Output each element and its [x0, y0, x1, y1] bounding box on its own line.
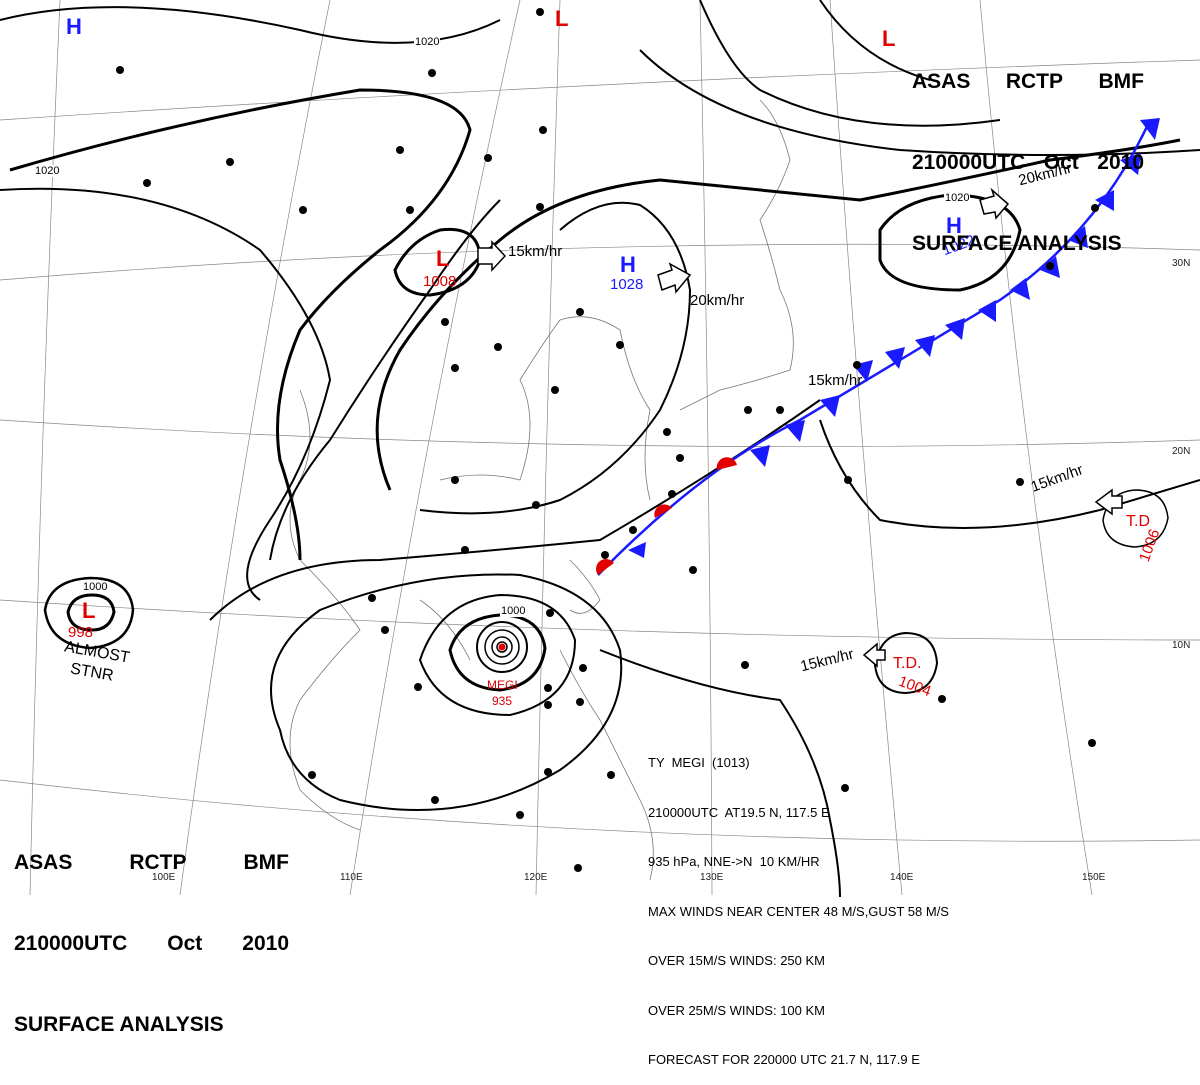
lat-label-30n: 30N	[1172, 258, 1191, 269]
title-row: ASAS RCTP BMF	[912, 68, 1144, 95]
typhoon-name-label: MEGI	[487, 678, 518, 692]
lon-label-140e: 140E	[890, 872, 914, 883]
front-motion-speed-label: 15km/hr	[808, 372, 863, 389]
title-month: Oct	[1043, 151, 1079, 174]
typhoon-info-line: MAX WINDS NEAR CENTER 48 M/S,GUST 58 M/S	[648, 903, 949, 919]
typhoon-info-line: TY MEGI (1013)	[648, 755, 750, 770]
motion-speed-label: 15km/hr	[508, 243, 563, 260]
typhoon-info-line: FORECAST FOR 220000 UTC 21.7 N, 117.9 E	[648, 1052, 920, 1067]
title-agency: ASAS	[912, 70, 971, 93]
lon-label-130e: 130E	[700, 872, 724, 883]
title-month: Oct	[167, 932, 203, 955]
title-row: 210000UTC Oct 2010	[14, 930, 289, 957]
isobar-label: 1000	[500, 605, 527, 617]
tropical-depression-label: T.D	[1126, 513, 1150, 530]
title-station: RCTP	[129, 851, 187, 874]
motion-arrows	[477, 187, 1123, 668]
title-station: RCTP	[1005, 70, 1064, 93]
low-pressure-marker: L	[82, 598, 96, 623]
low-pressure-marker: L	[882, 26, 896, 51]
high-pressure-marker: H	[66, 14, 82, 39]
motion-speed-label: 20km/hr	[690, 292, 745, 309]
title-row: 210000UTC Oct 2010	[912, 149, 1144, 176]
low-pressure-marker: L	[555, 6, 569, 31]
typhoon-center	[498, 643, 506, 651]
title-agency: ASAS	[14, 851, 73, 874]
typhoon-info-line: 210000UTC AT19.5 N, 117.5 E	[648, 804, 830, 820]
isobar-label: 1020	[34, 165, 61, 177]
lon-label-150e: 150E	[1082, 872, 1106, 883]
lon-label-120e: 120E	[524, 872, 548, 883]
title-time: 210000UTC	[14, 932, 128, 955]
typhoon-info-panel: TY MEGI (1013) 210000UTC AT19.5 N, 117.5…	[648, 722, 949, 1085]
chart-title-top: ASAS RCTP BMF 210000UTC Oct 2010 SURFACE…	[912, 14, 1144, 284]
typhoon-pressure-label: 935	[492, 694, 513, 708]
title-year: 2010	[242, 932, 289, 955]
chart-title-bottom: ASAS RCTP BMF 210000UTC Oct 2010 SURFACE…	[14, 795, 289, 1065]
typhoon-info-line: OVER 15M/S WINDS: 250 KM	[648, 953, 825, 968]
pressure-value: 1028	[610, 276, 644, 293]
tropical-depression-label: T.D.	[893, 655, 922, 672]
title-row: SURFACE ANALYSIS	[912, 230, 1144, 257]
title-office: BMF	[243, 851, 290, 874]
title-row: SURFACE ANALYSIS	[14, 1011, 289, 1038]
station-markers	[116, 8, 1099, 872]
typhoon-info-line: OVER 25M/S WINDS: 100 KM	[648, 1002, 825, 1018]
isobar-label: 1000	[82, 581, 109, 593]
lat-label-20n: 20N	[1172, 446, 1191, 457]
chart-canvas	[0, 0, 1200, 897]
high-pressure-marker: H	[620, 252, 636, 277]
title-office: BMF	[1098, 70, 1145, 93]
isobar-label: 1020	[944, 192, 971, 204]
typhoon-info-line: 935 hPa, NNE->N 10 KM/HR	[648, 854, 820, 869]
pressure-value: 1008	[423, 273, 457, 290]
title-product: SURFACE ANALYSIS	[912, 232, 1122, 255]
title-product: SURFACE ANALYSIS	[14, 1013, 224, 1036]
high-pressure-marker: H	[946, 213, 962, 238]
graticule	[0, 0, 1200, 896]
cold-front	[596, 118, 1160, 576]
pressure-value: 998	[68, 624, 94, 641]
title-row: ASAS RCTP BMF	[14, 849, 289, 876]
lon-label-100e: 100E	[152, 872, 176, 883]
isobar-label: 1020	[414, 36, 441, 48]
lat-label-10n: 10N	[1172, 640, 1191, 651]
lon-label-110e: 110E	[340, 872, 363, 883]
low-pressure-marker: L	[436, 246, 450, 271]
title-year: 2010	[1097, 151, 1144, 174]
title-time: 210000UTC	[912, 151, 1026, 174]
